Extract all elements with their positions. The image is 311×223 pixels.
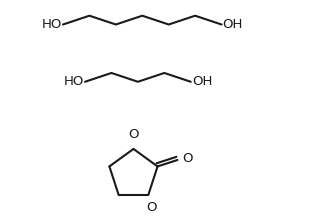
Text: O: O [128,128,139,141]
Text: O: O [183,153,193,165]
Text: HO: HO [42,18,62,31]
Text: OH: OH [192,75,212,88]
Text: O: O [146,201,157,214]
Text: OH: OH [223,18,243,31]
Text: HO: HO [63,75,84,88]
